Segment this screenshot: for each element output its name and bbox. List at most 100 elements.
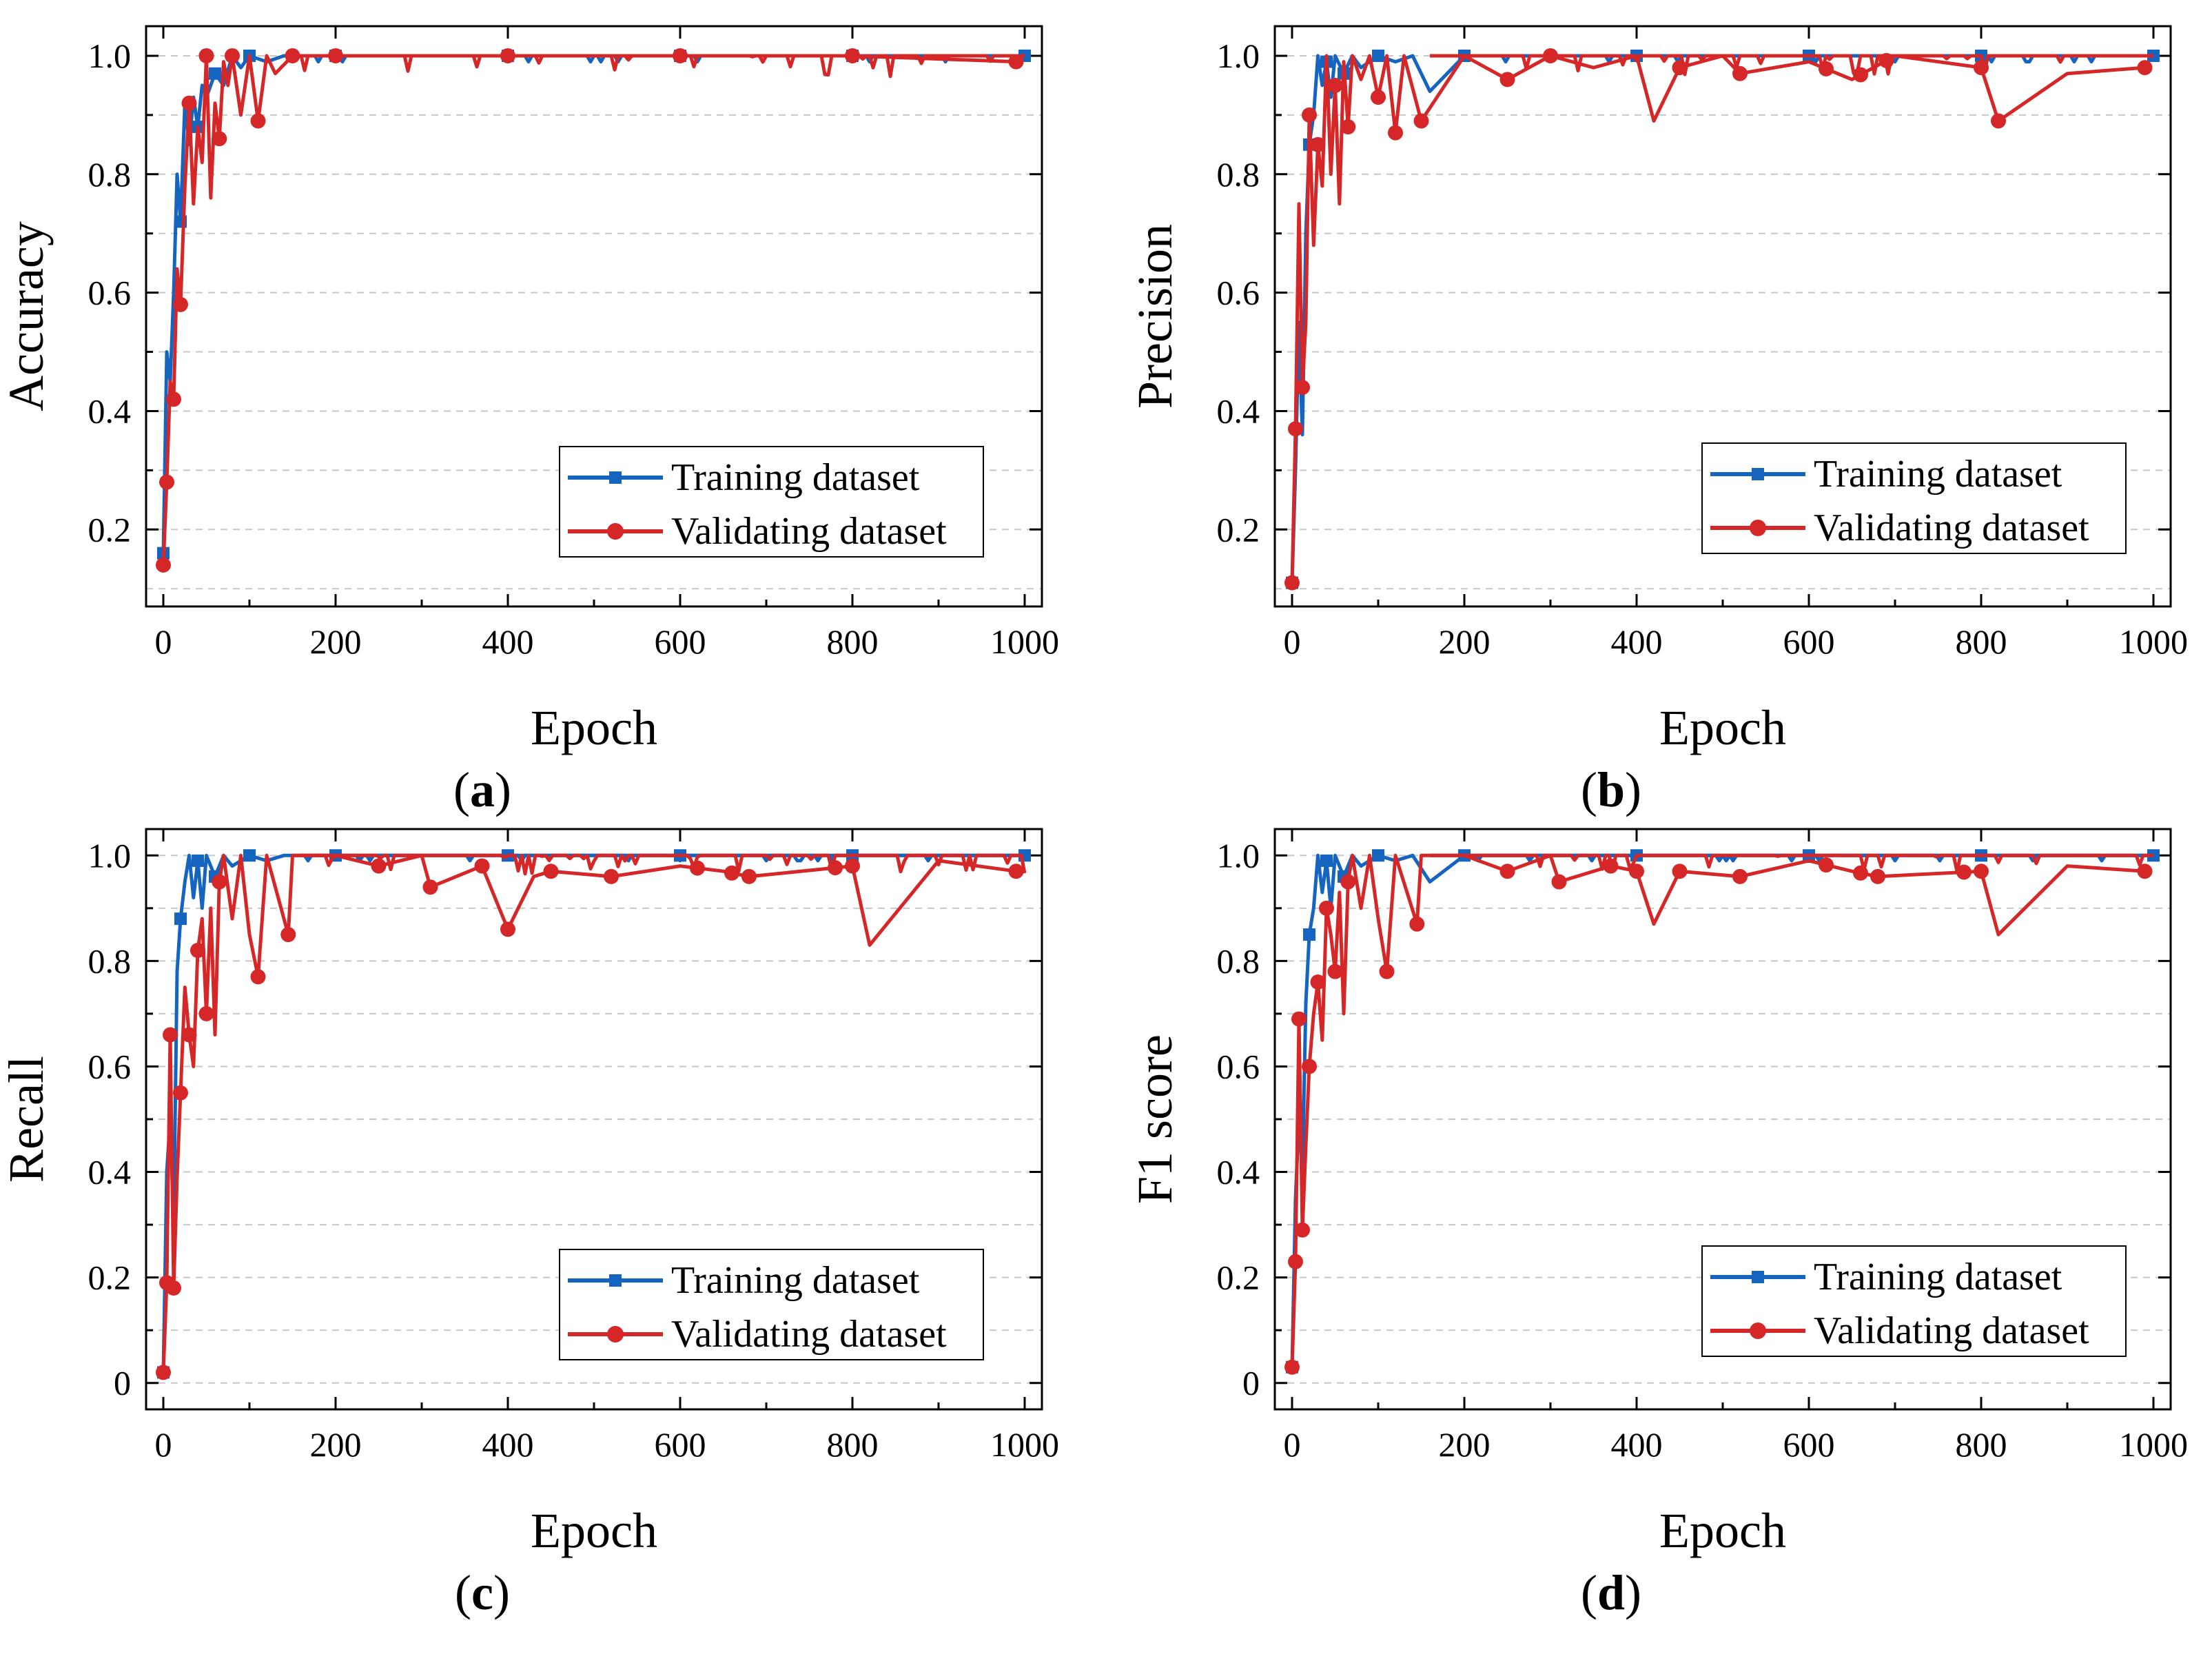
legend-marker-circle [1750, 520, 1766, 536]
validating-marker [422, 879, 438, 895]
validating-marker [673, 48, 688, 63]
x-tick-label: 1000 [2119, 622, 2188, 661]
x-tick-label: 200 [1439, 622, 1491, 661]
panel-label-paren: ( [455, 1565, 471, 1620]
chart-panel-a: 0 200 400 600 800 1000 0.2 0.4 0.6 0.8 1.0 Epoch Acc… [0, 25, 1059, 817]
y-tick-label: 0.6 [88, 1047, 132, 1085]
validating-marker [1853, 67, 1868, 83]
validating-marker [1603, 858, 1619, 874]
panel-label-paren: ) [1625, 1565, 1641, 1620]
validating-marker [250, 969, 266, 985]
validating-marker [690, 860, 705, 876]
validating-marker [500, 48, 515, 63]
legend-label: Training dataset [671, 1259, 920, 1302]
x-tick-label: 0 [1284, 622, 1301, 661]
validating-marker [212, 131, 227, 147]
y-tick-label: 0.4 [1217, 1153, 1260, 1192]
validating-marker [1327, 963, 1343, 979]
training-marker [209, 67, 221, 80]
validating-marker [1732, 65, 1748, 81]
legend-marker-circle [607, 1326, 624, 1342]
y-tick-label: 0.8 [88, 155, 132, 194]
series-plateau-validating [1430, 853, 2153, 873]
validating-marker [1629, 864, 1644, 879]
validating-marker [173, 296, 188, 312]
legend-label: Validating dataset [671, 510, 947, 553]
validating-marker [1551, 874, 1567, 890]
validating-marker [1499, 864, 1515, 879]
validating-marker [1672, 60, 1688, 76]
validating-marker [1295, 380, 1310, 396]
validating-marker [474, 858, 490, 874]
validating-marker [1284, 1359, 1300, 1375]
validating-marker [1371, 90, 1386, 105]
validating-marker [1974, 60, 1989, 76]
panel-label-paren: ) [1625, 762, 1641, 817]
legend: Training dataset Validating dataset [559, 1249, 984, 1360]
panel-label-paren: ) [495, 762, 511, 817]
validating-marker [2137, 864, 2153, 879]
x-tick-label: 800 [1956, 622, 2007, 661]
y-tick-label: 0 [114, 1364, 131, 1402]
validating-marker [371, 858, 387, 874]
x-axis-title: Epoch [531, 700, 657, 755]
validating-marker [156, 1365, 171, 1380]
y-tick-label: 0.4 [1217, 391, 1260, 430]
legend-marker-circle [607, 523, 624, 540]
validating-marker [1284, 575, 1300, 591]
validating-marker [181, 1027, 197, 1043]
validating-marker [828, 860, 843, 876]
validating-marker [845, 858, 860, 874]
validating-marker [741, 868, 757, 884]
panel-label: (a) [453, 762, 511, 817]
series-plateau-validating [301, 853, 1027, 876]
y-tick-label: 0.6 [1217, 1047, 1260, 1085]
y-tick-label: 0.4 [88, 1153, 132, 1192]
validating-marker [1379, 963, 1395, 979]
validating-marker [1991, 113, 2006, 129]
y-tick-label: 0.6 [1217, 274, 1260, 312]
y-axis-title: Precision [1127, 224, 1182, 409]
training-marker [1372, 849, 1384, 862]
validating-marker [2137, 60, 2153, 76]
validating-marker [1340, 874, 1356, 890]
validating-marker [543, 864, 559, 879]
validating-marker [1870, 868, 1885, 884]
panel-label-paren: ( [1581, 762, 1597, 817]
validating-marker [1340, 119, 1356, 135]
x-tick-label: 1000 [990, 1425, 1059, 1464]
x-tick-label: 400 [1611, 622, 1663, 661]
x-tick-label: 800 [827, 622, 879, 661]
legend: Training dataset Validating dataset [1701, 442, 2127, 554]
validating-marker [166, 391, 181, 407]
x-tick-label: 600 [655, 1425, 706, 1464]
y-tick-label: 0.6 [88, 274, 132, 312]
x-tick-label: 400 [1611, 1425, 1663, 1464]
x-tick-label: 400 [482, 622, 534, 661]
training-marker [192, 854, 204, 867]
validating-marker [1853, 865, 1868, 881]
validating-marker [1008, 864, 1024, 879]
validating-marker [1388, 125, 1403, 141]
validating-marker [1819, 857, 1834, 873]
x-tick-label: 600 [1783, 622, 1835, 661]
legend-box [1701, 1245, 2127, 1357]
legend-marker-square [609, 471, 622, 484]
legend-label: Training dataset [1814, 1256, 2062, 1298]
x-axis-title: Epoch [531, 1503, 657, 1558]
validating-marker [1288, 1254, 1303, 1269]
x-tick-label: 800 [1956, 1425, 2007, 1464]
validating-marker [1295, 1222, 1310, 1238]
panel-label-paren: ( [453, 762, 470, 817]
panel-label-paren: ( [1581, 1565, 1597, 1620]
y-tick-label: 1.0 [1217, 37, 1260, 75]
x-tick-label: 600 [1783, 1425, 1835, 1464]
x-axis-title: Epoch [1659, 700, 1786, 755]
y-axis-title: Recall [0, 1056, 54, 1183]
legend-label: Validating dataset [671, 1313, 947, 1356]
legend-label: Validating dataset [1814, 507, 2089, 549]
x-tick-label: 0 [1284, 1425, 1301, 1464]
x-tick-label: 400 [482, 1425, 534, 1464]
validating-marker [225, 48, 240, 63]
